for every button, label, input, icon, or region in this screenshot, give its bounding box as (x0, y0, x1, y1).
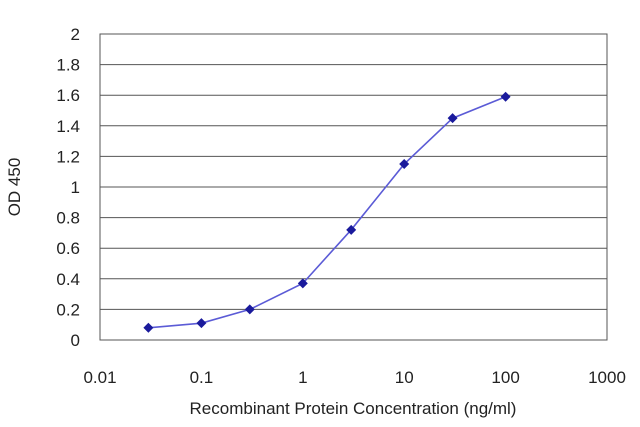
series-line (148, 95, 506, 329)
plot-frame (99, 33, 608, 341)
data-point (500, 91, 511, 102)
x-axis-ticks: 0.01 0.1 1 10 100 1000 (83, 368, 625, 387)
x-tick-label: 100 (491, 368, 519, 387)
data-point (399, 159, 410, 170)
y-tick-label: 1.6 (56, 86, 80, 105)
data-point (196, 318, 207, 329)
x-tick-label: 1000 (588, 368, 626, 387)
y-tick-label: 0 (71, 331, 80, 350)
y-tick-label: 0.6 (56, 239, 80, 258)
y-tick-label: 1.8 (56, 56, 80, 75)
y-tick-label: 0.2 (56, 300, 80, 319)
y-tick-label: 1.2 (56, 147, 80, 166)
y-tick-label: 2 (71, 25, 80, 44)
x-tick-label: 0.01 (83, 368, 116, 387)
data-point (447, 113, 458, 124)
x-tick-label: 10 (395, 368, 414, 387)
x-axis-title: Recombinant Protein Concentration (ng/ml… (190, 399, 517, 418)
x-tick-label: 1 (298, 368, 307, 387)
y-tick-label: 0.4 (56, 270, 80, 289)
grid-lines (100, 64, 607, 310)
series-layer (143, 91, 511, 333)
data-point (143, 322, 154, 333)
data-point (297, 278, 308, 289)
y-tick-label: 1 (71, 178, 80, 197)
y-axis-ticks: 0 0.2 0.4 0.6 0.8 1 1.2 1.4 1.6 1.8 2 (56, 25, 80, 350)
y-axis-title: OD 450 (5, 158, 24, 217)
data-point (244, 304, 255, 315)
y-tick-label: 1.4 (56, 117, 80, 136)
data-point (346, 224, 357, 235)
x-tick-label: 0.1 (190, 368, 214, 387)
y-tick-label: 0.8 (56, 209, 80, 228)
